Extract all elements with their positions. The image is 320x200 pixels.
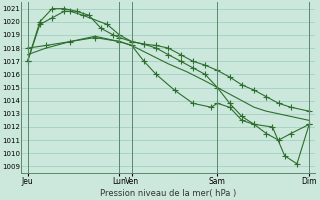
X-axis label: Pression niveau de la mer( hPa ): Pression niveau de la mer( hPa ) bbox=[100, 189, 236, 198]
